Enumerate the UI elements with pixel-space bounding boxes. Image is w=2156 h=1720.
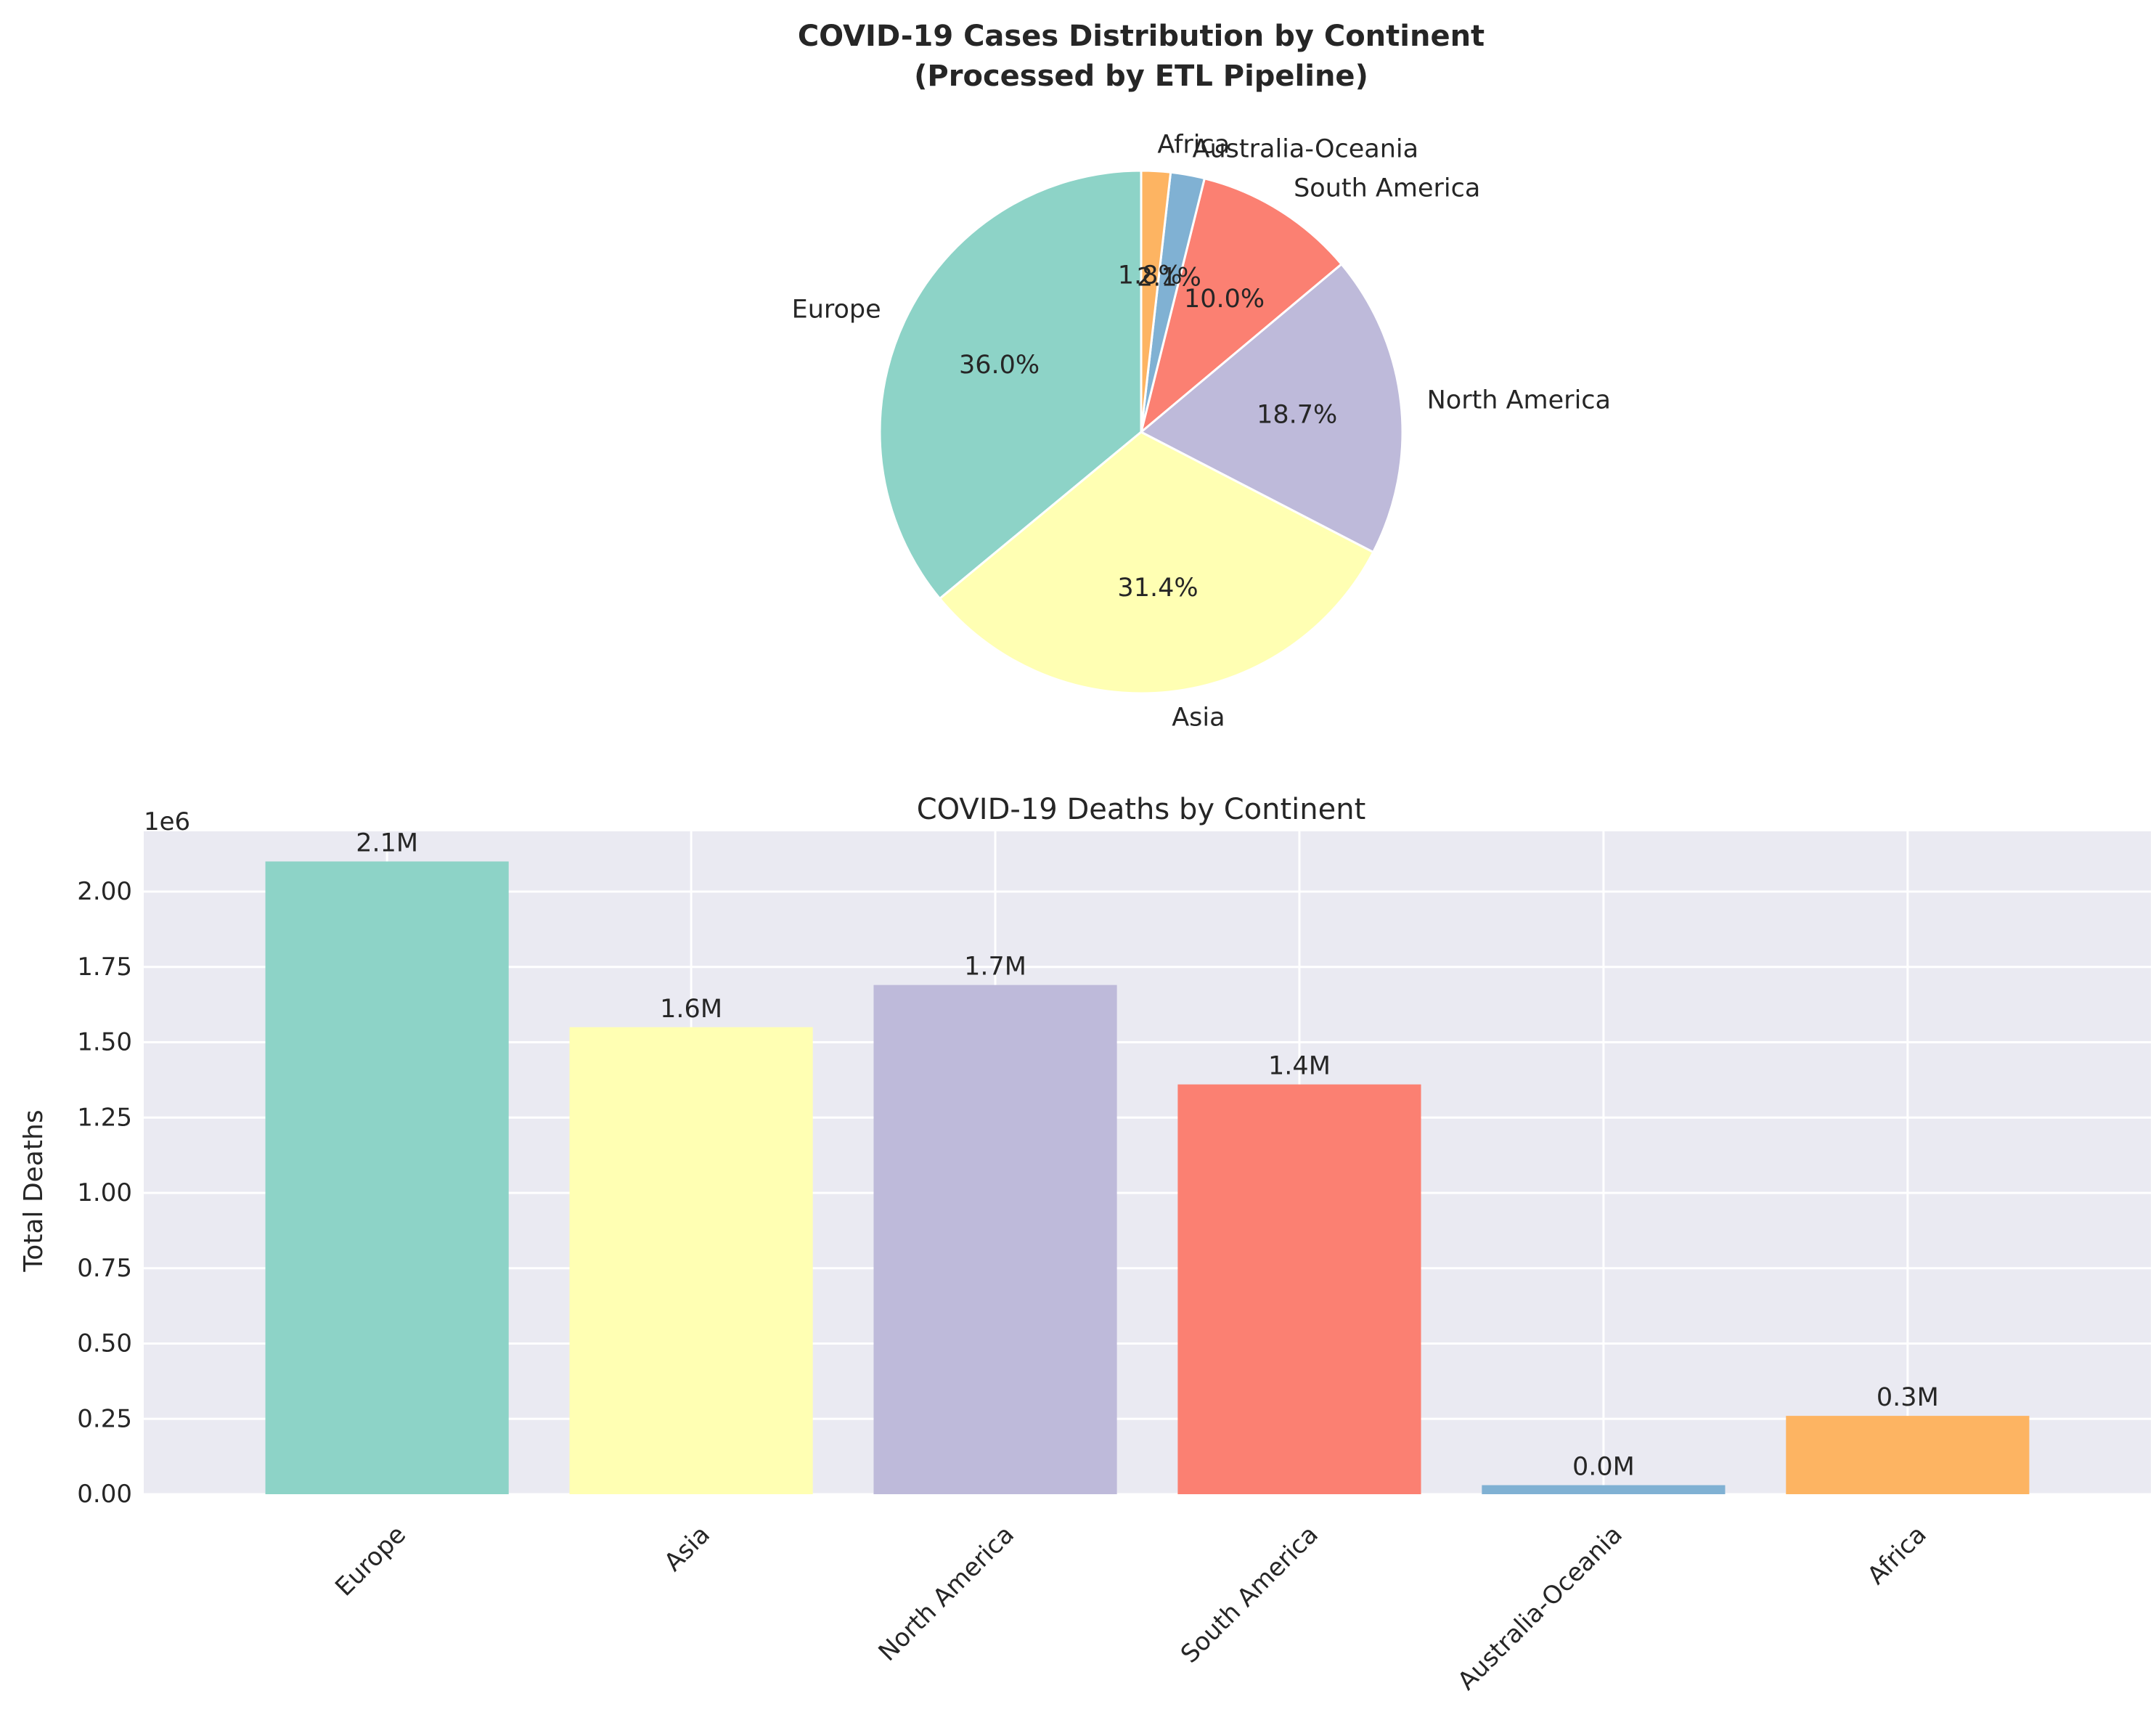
deaths-bar-chart: COVID-19 Deaths by Continent 2.1M 1.6M 1.7…: [19, 793, 2151, 1696]
pie-pct-europe: 36.0%: [959, 351, 1040, 380]
x-tick-africa: Africa: [1862, 1520, 1932, 1591]
pie-pct-africa: 1.8%: [1118, 261, 1183, 290]
pie-label-europe: Europe: [792, 295, 881, 324]
y-tick-label: 0.75: [77, 1254, 132, 1283]
pie-category-labels: Europe Asia North America South America Aust…: [792, 131, 1611, 733]
x-tick-asia: Asia: [658, 1520, 716, 1578]
pie-slice-asia: [938, 431, 1375, 695]
bar-value-australia-oceania: 0.0M: [1572, 1453, 1635, 1482]
bar-value-europe: 2.1M: [356, 829, 418, 858]
pie-label-australia-oceania: Australia-Oceania: [1193, 134, 1419, 163]
bar-australia-oceania: [1482, 1485, 1726, 1494]
x-tick-south-america: South America: [1175, 1520, 1324, 1669]
y-tick-label: 0.25: [77, 1404, 132, 1433]
pie-slice-south-america: [1139, 176, 1344, 436]
x-tick-australia-oceania: Australia-Oceania: [1453, 1520, 1628, 1696]
pie-slices: [878, 169, 1404, 695]
y-tick-label: 1.50: [77, 1028, 132, 1057]
bar-europe: [265, 861, 509, 1494]
pie-label-africa: Africa: [1157, 131, 1230, 160]
x-tick-europe: Europe: [330, 1520, 412, 1602]
bar-north-america: [873, 985, 1117, 1494]
y-axis-ticks: 0.00 0.25 0.50 0.75 1.00 1.25 1.50 1.75 2.00: [77, 877, 132, 1509]
bars: [265, 861, 2030, 1494]
pie-percent-labels: 36.0% 31.4% 18.7% 10.0%2.1%1.8%: [959, 261, 1337, 602]
pie-slice-africa: [1140, 169, 1172, 433]
y-tick-label: 2.00: [77, 877, 132, 906]
bar-asia: [569, 1027, 813, 1494]
pie-label-south-america: South America: [1294, 174, 1480, 203]
pie-pct-north-america: 18.7%: [1257, 400, 1337, 429]
y-axis-offset-label: 1e6: [144, 807, 190, 836]
x-axis-ticks: Europe Asia North America South America Aust…: [330, 1520, 1932, 1696]
bar-value-south-america: 1.4M: [1268, 1052, 1331, 1081]
y-axis-label: Total Deaths: [19, 1109, 49, 1272]
cases-pie-chart: COVID-19 Cases Distribution by Continent…: [792, 20, 1611, 733]
pie-slice-europe: [878, 169, 1143, 600]
y-tick-label: 1.25: [77, 1103, 132, 1132]
bar-value-asia: 1.6M: [660, 995, 722, 1024]
bar-south-america: [1177, 1084, 1421, 1494]
pie-title-line2: (Processed by ETL Pipeline): [914, 60, 1368, 93]
pie-label-asia: Asia: [1172, 704, 1225, 733]
y-tick-label: 0.50: [77, 1329, 132, 1358]
pie-title-line1: COVID-19 Cases Distribution by Continent: [798, 20, 1485, 53]
y-tick-label: 0.00: [77, 1480, 132, 1509]
y-tick-label: 1.75: [77, 953, 132, 982]
bar-title: COVID-19 Deaths by Continent: [917, 793, 1366, 826]
pie-pct-asia: 31.4%: [1117, 574, 1198, 603]
bar-africa: [1786, 1416, 2030, 1494]
pie-pct-south-america: 10.0%: [1184, 285, 1265, 314]
x-tick-north-america: North America: [873, 1520, 1020, 1667]
pie-label-north-america: North America: [1427, 386, 1611, 415]
bar-value-labels: 2.1M 1.6M 1.7M 1.4M 0.0M 0.3M: [356, 829, 1939, 1482]
bar-value-north-america: 1.7M: [964, 953, 1026, 982]
pie-slice-north-america: [1139, 262, 1404, 554]
bar-value-africa: 0.3M: [1877, 1383, 1939, 1412]
pie-pct-australia-oceania: 2.1%: [1137, 263, 1201, 292]
y-tick-label: 1.00: [77, 1178, 132, 1207]
